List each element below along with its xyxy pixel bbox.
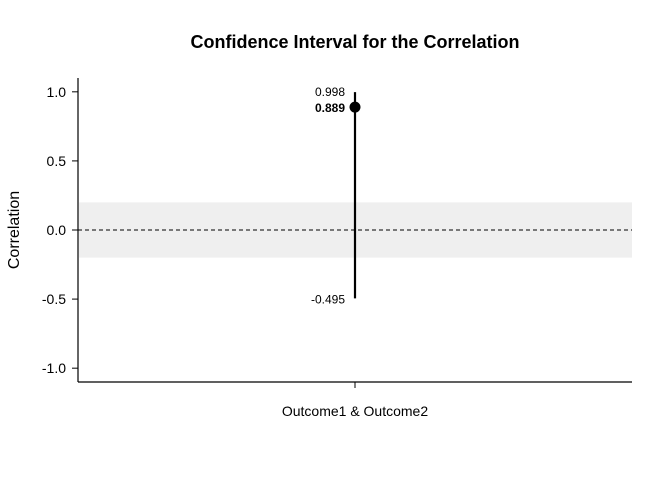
estimate-point	[349, 101, 361, 113]
y-tick-label: 0.0	[47, 222, 67, 238]
y-axis-ticks: 1.0 0.5 0.0 -0.5 -1.0	[42, 84, 78, 376]
y-axis-label: Correlation	[6, 191, 23, 269]
y-tick-label: 1.0	[47, 84, 67, 100]
y-tick-label: -0.5	[42, 291, 66, 307]
y-tick-label: 0.5	[47, 153, 67, 169]
x-axis-ticks: Outcome1 & Outcome2	[282, 382, 429, 419]
x-tick-label: Outcome1 & Outcome2	[282, 403, 429, 419]
plot-marks: 0.998 0.889 -0.495	[311, 85, 361, 306]
chart-title: Confidence Interval for the Correlation	[190, 32, 519, 52]
lower-bound-label: -0.495	[311, 292, 345, 306]
upper-bound-label: 0.998	[315, 85, 345, 99]
estimate-label: 0.889	[315, 101, 345, 115]
y-tick-label: -1.0	[42, 360, 66, 376]
